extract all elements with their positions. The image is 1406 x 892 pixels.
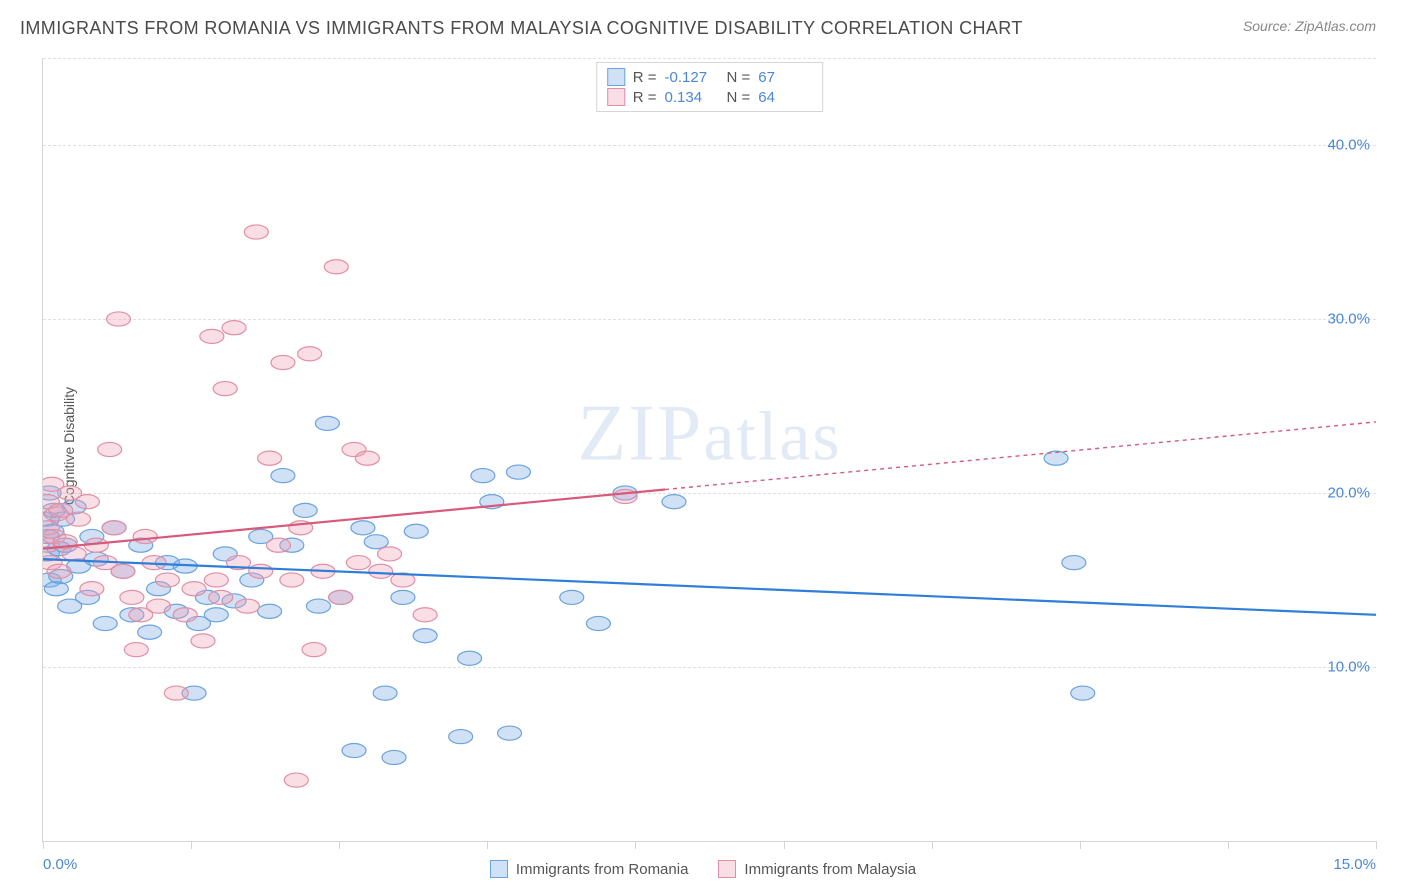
malaysia-swatch-icon — [607, 88, 625, 106]
chart-plot-area: 10.0%20.0%30.0%40.0% 0.0% 15.0% ZIPatlas… — [42, 58, 1376, 842]
malaysia-series-label: Immigrants from Malaysia — [744, 861, 916, 878]
x-tick — [635, 841, 636, 849]
r-label: R = — [633, 69, 657, 86]
n-label: N = — [727, 69, 751, 86]
chart-title: IMMIGRANTS FROM ROMANIA VS IMMIGRANTS FR… — [20, 18, 1023, 39]
chart-header: IMMIGRANTS FROM ROMANIA VS IMMIGRANTS FR… — [0, 0, 1406, 47]
x-tick — [1080, 841, 1081, 849]
r-label: R = — [633, 89, 657, 106]
x-tick — [1228, 841, 1229, 849]
x-tick — [339, 841, 340, 849]
x-tick — [43, 841, 44, 849]
series-legend: Immigrants from Romania Immigrants from … — [0, 860, 1406, 878]
x-tick — [487, 841, 488, 849]
x-tick — [932, 841, 933, 849]
romania-series-label: Immigrants from Romania — [516, 861, 689, 878]
source-attribution: Source: ZipAtlas.com — [1243, 18, 1376, 34]
x-tick — [1376, 841, 1377, 849]
series-legend-malaysia: Immigrants from Malaysia — [718, 860, 916, 878]
romania-n-value: 67 — [758, 69, 812, 86]
romania-swatch-icon — [490, 860, 508, 878]
stats-row-romania: R = -0.127 N = 67 — [607, 67, 813, 87]
x-tick — [784, 841, 785, 849]
scatter-plot-svg — [43, 58, 1376, 841]
malaysia-n-value: 64 — [758, 89, 812, 106]
series-legend-romania: Immigrants from Romania — [490, 860, 689, 878]
romania-swatch-icon — [607, 68, 625, 86]
malaysia-r-value: 0.134 — [665, 89, 719, 106]
romania-r-value: -0.127 — [665, 69, 719, 86]
malaysia-swatch-icon — [718, 860, 736, 878]
x-tick — [191, 841, 192, 849]
n-label: N = — [727, 89, 751, 106]
stats-legend: R = -0.127 N = 67 R = 0.134 N = 64 — [596, 62, 824, 112]
stats-row-malaysia: R = 0.134 N = 64 — [607, 87, 813, 107]
